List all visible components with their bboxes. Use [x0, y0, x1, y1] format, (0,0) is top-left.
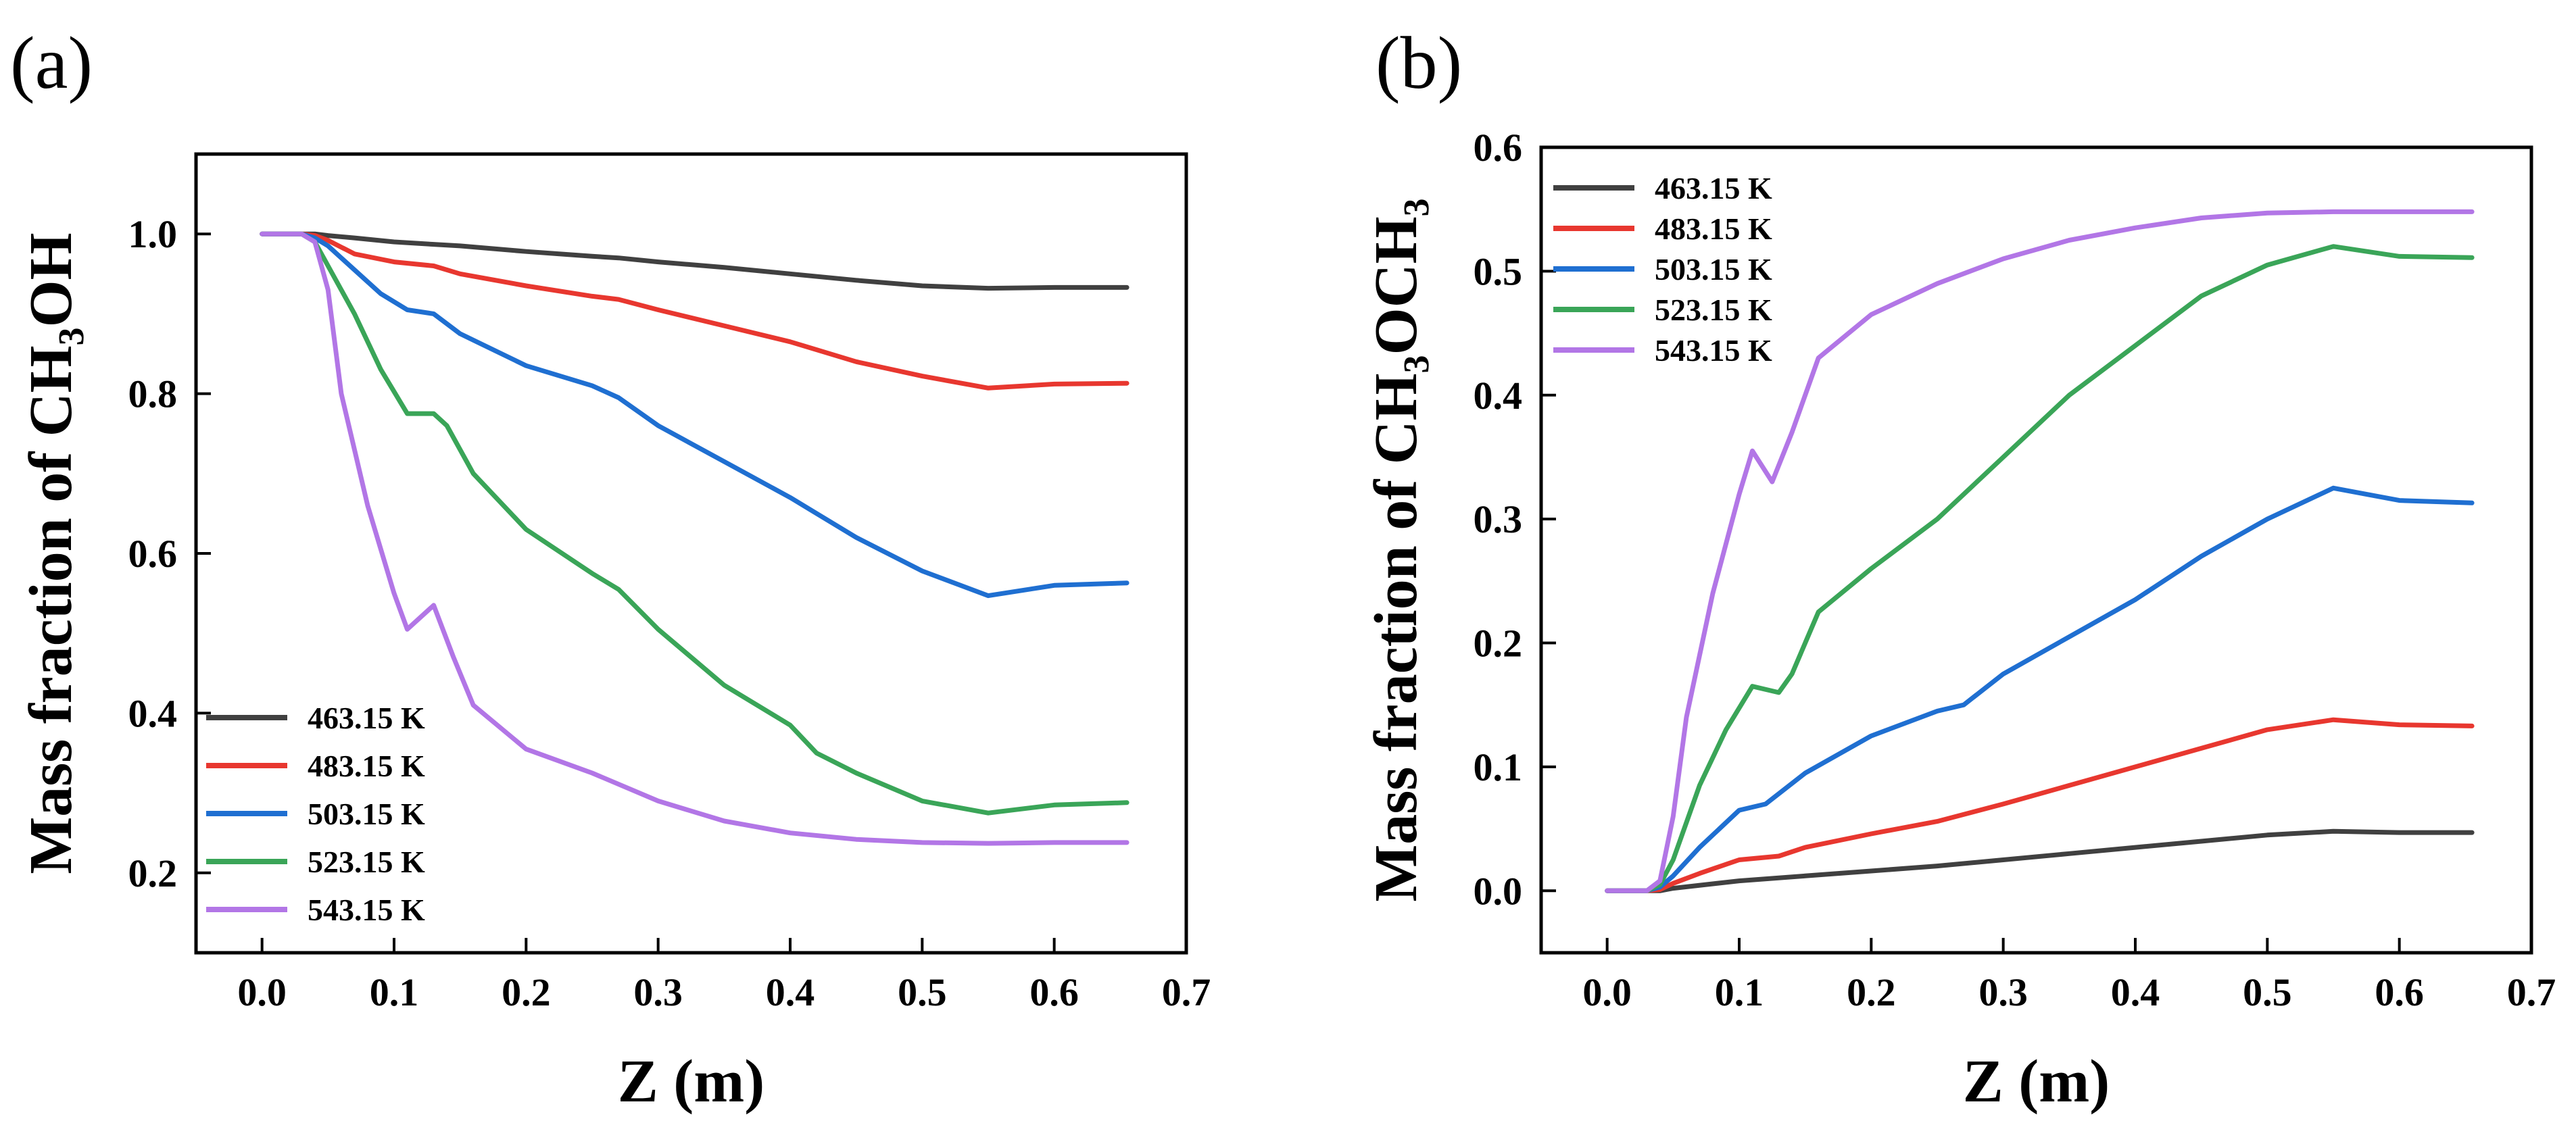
- x-tick-label: 0.5: [2243, 970, 2292, 1014]
- y-tick-label: 0.6: [128, 532, 178, 576]
- y-tick-label: 0.1: [1474, 745, 1523, 789]
- y-tick-label: 0.2: [1474, 622, 1523, 666]
- x-tick-label: 0.7: [1162, 970, 1211, 1014]
- x-tick-label: 0.0: [237, 970, 287, 1014]
- y-tick-label: 0.6: [1474, 126, 1523, 170]
- panel-label: (a): [10, 22, 93, 104]
- legend-label: 523.15 K: [1655, 293, 1772, 327]
- series-line-463-15-K: [260, 231, 1129, 291]
- y-tick-label: 1.0: [128, 212, 178, 256]
- legend-label: 463.15 K: [308, 701, 425, 735]
- series-line-483-15-K: [1605, 717, 2475, 893]
- x-tick-label: 0.6: [1029, 970, 1079, 1014]
- y-tick-label: 0.2: [128, 851, 178, 895]
- legend: 463.15 K 483.15 K 503.15 K 523.15 K 543.15 K: [206, 701, 425, 927]
- series-line-483-15-K: [260, 231, 1129, 391]
- x-tick-label: 0.5: [898, 970, 947, 1014]
- chart-panel-0: (a) 0.0 0.1 0.2 0.3 0.4 0.5 0.6 0.7 0.2 0.4 0.6 0.8 1…: [10, 22, 1211, 1115]
- x-tick-label: 0.1: [370, 970, 419, 1014]
- x-tick-label: 0.7: [2507, 970, 2556, 1014]
- x-tick-label: 0.3: [633, 970, 683, 1014]
- chart-panel-1: (b) 0.0 0.1 0.2 0.3 0.4 0.5 0.6 0.7 0.0 0.1 0.2 0.3 0…: [1363, 22, 2556, 1115]
- legend-label: 503.15 K: [1655, 252, 1772, 287]
- x-tick-label: 0.3: [1978, 970, 2028, 1014]
- legend-label: 503.15 K: [308, 797, 425, 831]
- legend-label: 543.15 K: [1655, 333, 1772, 368]
- legend-label: 483.15 K: [308, 749, 425, 783]
- x-tick-label: 0.2: [502, 970, 551, 1014]
- y-axis-label: Mass fraction of CH₃OCH₃: [1363, 198, 1430, 901]
- series-line-523-15-K: [260, 231, 1129, 816]
- x-tick-label: 0.0: [1582, 970, 1632, 1014]
- y-axis-label: Mass fraction of CH₃OH: [18, 232, 84, 874]
- x-axis-label: Z (m): [618, 1048, 764, 1115]
- x-tick-label: 0.4: [2111, 970, 2160, 1014]
- plot-frame: [1539, 145, 2533, 955]
- x-tick-label: 0.6: [2375, 970, 2424, 1014]
- x-tick-label: 0.4: [766, 970, 815, 1014]
- x-axis-label: Z (m): [1963, 1048, 2110, 1115]
- legend: 463.15 K 483.15 K 503.15 K 523.15 K 543.15 K: [1553, 171, 1772, 368]
- plot-frame: [194, 152, 1188, 955]
- series-line-503-15-K: [1605, 485, 2475, 893]
- series-line-523-15-K: [1605, 244, 2475, 893]
- legend-label: 463.15 K: [1655, 171, 1772, 205]
- y-tick-label: 0.5: [1474, 249, 1523, 293]
- series-line-463-15-K: [1605, 828, 2475, 893]
- legend-label: 523.15 K: [308, 845, 425, 879]
- series-line-543-15-K: [1605, 209, 2475, 893]
- y-tick-label: 0.3: [1474, 497, 1523, 541]
- y-tick-label: 0.4: [1474, 374, 1523, 418]
- panel-label: (b): [1376, 22, 1462, 104]
- y-tick-label: 0.8: [128, 372, 178, 416]
- y-tick-label: 0.4: [128, 691, 178, 735]
- series-line-503-15-K: [260, 231, 1129, 599]
- legend-label: 543.15 K: [308, 893, 425, 927]
- x-tick-label: 0.1: [1715, 970, 1764, 1014]
- legend-label: 483.15 K: [1655, 211, 1772, 246]
- y-tick-label: 0.0: [1474, 869, 1523, 913]
- x-tick-label: 0.2: [1847, 970, 1896, 1014]
- series-line-543-15-K: [260, 231, 1129, 846]
